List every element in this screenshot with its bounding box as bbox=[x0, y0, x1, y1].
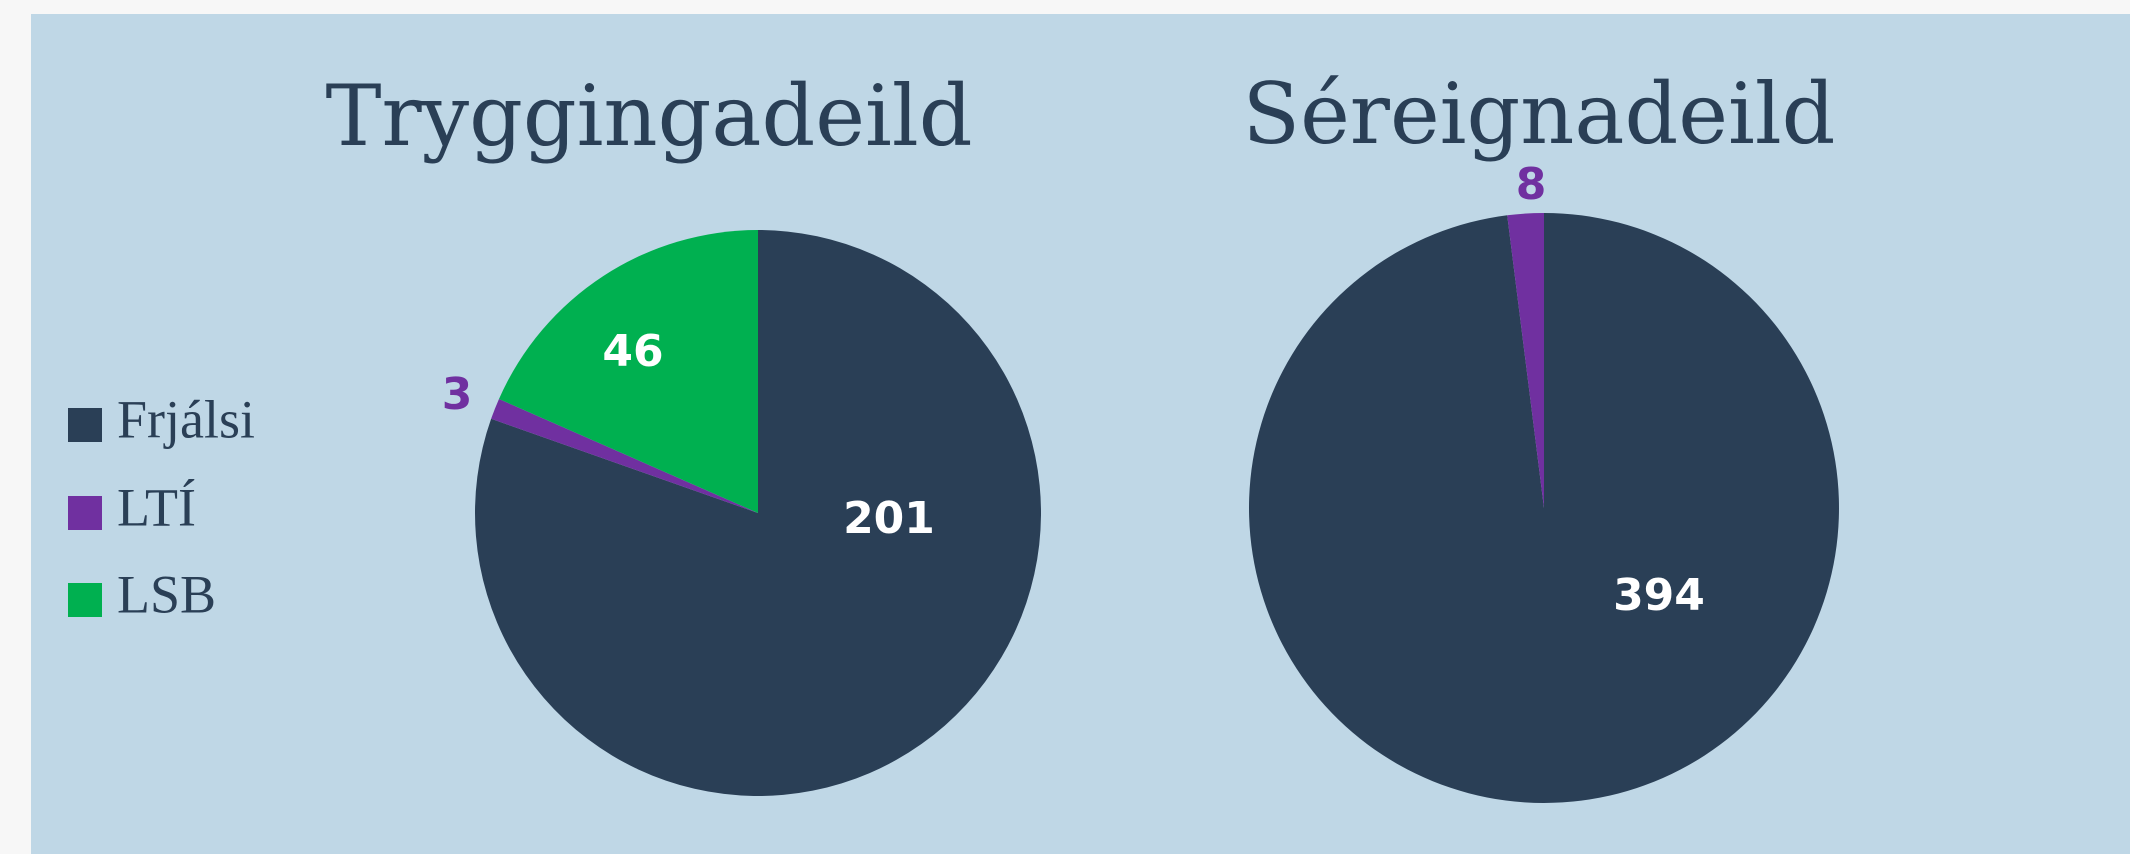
data-label: 8 bbox=[1516, 159, 1547, 210]
legend-swatch bbox=[68, 496, 102, 530]
legend-label: LTÍ bbox=[117, 477, 196, 537]
pie-slice bbox=[1507, 213, 1544, 508]
data-label: 46 bbox=[602, 326, 663, 377]
data-label: 3 bbox=[442, 369, 473, 420]
data-label: 394 bbox=[1613, 570, 1705, 621]
pie-slice bbox=[491, 398, 758, 513]
legend-swatch bbox=[68, 408, 102, 442]
legend-label: Frjálsi bbox=[117, 389, 255, 449]
data-label: 201 bbox=[843, 493, 935, 544]
legend-label: LSB bbox=[117, 564, 216, 624]
legend-swatch bbox=[68, 583, 102, 617]
chart-title: Séreignadeild bbox=[1243, 65, 1836, 163]
pie-slice bbox=[498, 229, 758, 513]
pie-slice bbox=[1248, 213, 1839, 804]
chart-title: Tryggingadeild bbox=[326, 67, 973, 165]
